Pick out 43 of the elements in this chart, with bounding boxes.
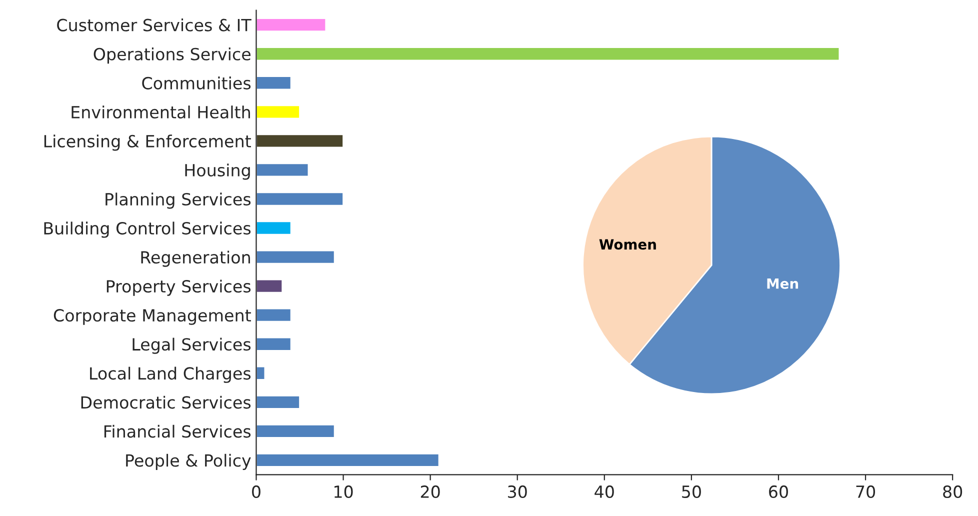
bar <box>256 162 310 178</box>
bar <box>256 46 840 62</box>
x-tick-label: 40 <box>594 485 614 498</box>
bar <box>256 192 344 206</box>
y-tick-label: Licensing & Enforcement <box>44 134 251 151</box>
bar <box>256 278 284 294</box>
x-tick-label: 0 <box>252 485 260 498</box>
bar <box>256 220 292 236</box>
y-tick-label: Operations Service <box>94 48 250 64</box>
bar <box>256 366 266 380</box>
x-tick-label: 10 <box>334 485 353 498</box>
y-tick-label: Regeneration <box>141 250 250 267</box>
bar <box>256 424 336 438</box>
x-tick-label: 60 <box>769 485 788 498</box>
y-tick-label: Democratic Services <box>81 396 251 409</box>
y-tick-label: Local Land Charges <box>90 366 251 383</box>
x-tick-label: 80 <box>943 485 962 498</box>
x-tick-label: 70 <box>856 485 876 498</box>
y-tick-label: Communities <box>142 76 251 90</box>
bar <box>256 336 292 352</box>
y-tick-label: Planning Services <box>106 192 251 209</box>
bar <box>256 394 300 410</box>
y-tick-label: Financial Services <box>104 424 251 438</box>
y-tick-label: Corporate Management <box>54 309 251 325</box>
y-tick-label: Customer Services & IT <box>57 18 252 32</box>
bar <box>256 18 327 32</box>
y-tick-label: Property Services <box>106 280 251 296</box>
y-tick-label: Building Control Services <box>44 222 251 238</box>
bar <box>256 104 300 120</box>
x-tick-label: 50 <box>682 485 701 498</box>
x-tick-label: 20 <box>420 485 440 498</box>
bar <box>256 134 344 148</box>
y-tick-label: People & Policy <box>126 454 251 470</box>
bar <box>256 76 292 90</box>
bar <box>256 308 292 322</box>
x-tick-label: 30 <box>508 485 527 498</box>
slice-label: Men <box>767 278 798 289</box>
bar <box>256 452 440 468</box>
y-tick-label: Environmental Health <box>72 106 250 118</box>
bar <box>256 250 336 264</box>
slice-label: Women <box>599 239 656 250</box>
y-tick-label: Housing <box>185 164 250 180</box>
y-tick-label: Legal Services <box>132 338 251 354</box>
